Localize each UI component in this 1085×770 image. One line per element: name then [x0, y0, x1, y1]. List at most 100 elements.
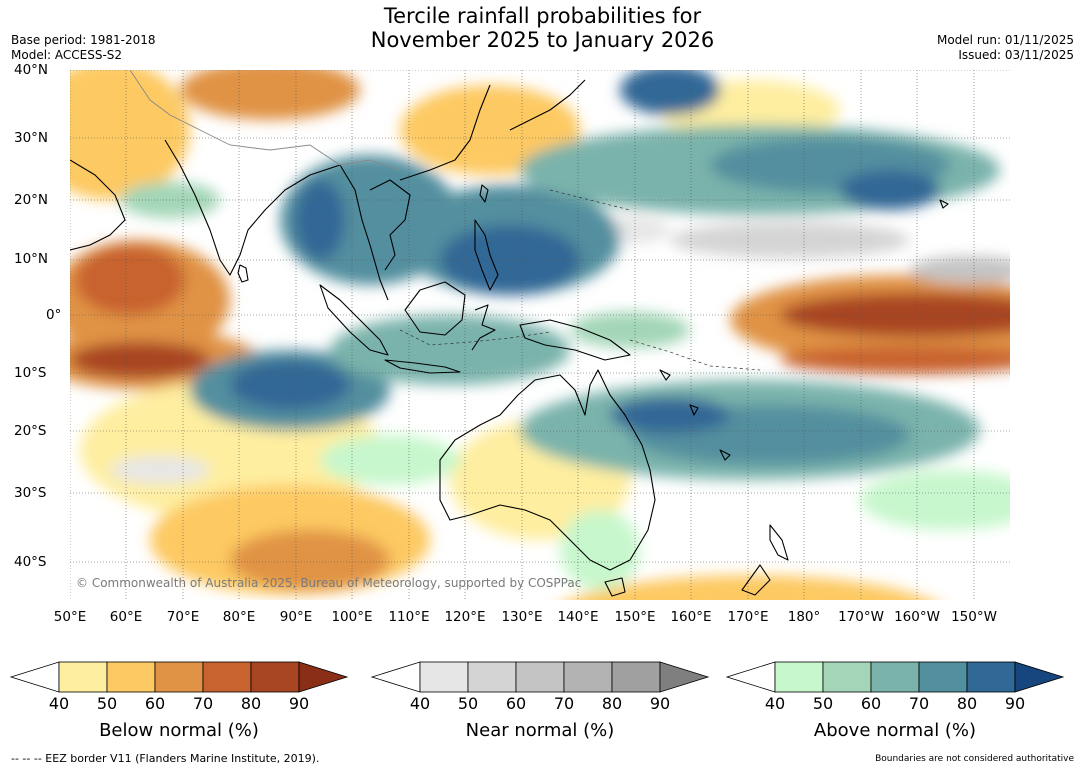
- lon-label-60e: 60°E: [109, 609, 143, 625]
- cb-below-title: Below normal (%): [99, 720, 259, 741]
- lat-label-20s: 20°S: [14, 423, 47, 439]
- lat-label-40n: 40°N: [14, 62, 49, 78]
- cb-above-tick-70: 70: [908, 694, 930, 713]
- colorbar-segment: [515, 661, 565, 693]
- colorbar-segment: [106, 661, 156, 693]
- cb-below-tick-80: 80: [240, 694, 262, 713]
- java-coast: [384, 359, 461, 374]
- colorbar-segment: [202, 661, 252, 693]
- arabia-coast: [70, 159, 126, 251]
- model-run-text: Model run: 01/11/2025: [936, 33, 1074, 47]
- borneo-coast: [404, 281, 466, 336]
- lon-label-150e: 150°E: [614, 609, 656, 625]
- tasmania-coast: [604, 577, 626, 597]
- new-guinea-coast: [519, 319, 631, 361]
- colorbar-segment: [611, 661, 661, 693]
- cb-near-title: Near normal (%): [465, 720, 615, 741]
- cb-below-tick-70: 70: [192, 694, 214, 713]
- indochina-coast: [339, 164, 411, 301]
- lon-label-170e: 170°E: [727, 609, 769, 625]
- cb-above-tick-90: 90: [1004, 694, 1026, 713]
- cb-below-tick-50: 50: [96, 694, 118, 713]
- cb-below-tick-90: 90: [288, 694, 310, 713]
- lon-label-70e: 70°E: [166, 609, 200, 625]
- colorbar-arrow-low: [725, 661, 776, 693]
- eez-borders: [399, 189, 761, 371]
- lon-label-180: 180°: [787, 609, 821, 625]
- map-svg: [70, 70, 1010, 600]
- lon-label-80e: 80°E: [222, 609, 256, 625]
- sri-lanka-coast: [237, 264, 249, 283]
- colorbar-segment: [966, 661, 1016, 693]
- lon-label-50e: 50°E: [53, 609, 87, 625]
- taiwan-coast: [479, 184, 489, 203]
- graticule: [70, 70, 1010, 600]
- colorbar-segment: [467, 661, 517, 693]
- colorbar-segment: [870, 661, 920, 693]
- colorbar-segment: [563, 661, 613, 693]
- cb-near-tick-70: 70: [553, 694, 575, 713]
- colorbar-segment: [822, 661, 872, 693]
- australia-coast: [439, 369, 656, 571]
- meta-right: Model run: 01/11/2025 Issued: 03/11/2025: [937, 33, 1074, 63]
- lat-label-10s: 10°S: [14, 365, 47, 381]
- india-coast: [164, 139, 341, 276]
- issued-text: Issued: 03/11/2025: [958, 48, 1074, 62]
- colorbar-segment: [419, 661, 469, 693]
- colorbar-arrow-low: [370, 661, 421, 693]
- china-coast: [399, 84, 491, 181]
- lon-label-100e: 100°E: [331, 609, 373, 625]
- colorbar-below-normal: [9, 661, 349, 693]
- cb-above-tick-60: 60: [860, 694, 882, 713]
- lon-label-120e: 120°E: [444, 609, 486, 625]
- colorbars-svg: [9, 661, 1065, 693]
- colorbar-segment: [250, 661, 300, 693]
- cb-above-tick-40: 40: [764, 694, 786, 713]
- colorbar-segment: [918, 661, 968, 693]
- pacific-islands: [659, 199, 949, 461]
- lat-label-30s: 30°S: [14, 485, 47, 501]
- colorbar-near-normal: [370, 661, 710, 693]
- new-zealand-coast: [741, 524, 789, 596]
- colorbar-above-normal: [725, 661, 1065, 693]
- model-text: Model: ACCESS-S2: [11, 48, 123, 62]
- cb-above-title: Above normal (%): [813, 720, 977, 741]
- colorbar-arrow-high: [298, 661, 349, 693]
- sulawesi-coast: [471, 304, 496, 351]
- cb-below-tick-40: 40: [48, 694, 70, 713]
- title-line-2: November 2025 to January 2026: [370, 28, 715, 52]
- colorbar-arrow-high: [659, 661, 710, 693]
- philippines-coast: [474, 219, 499, 291]
- lon-label-150w: 150°W: [951, 609, 997, 625]
- lat-label-20n: 20°N: [14, 192, 49, 208]
- eez-note: -- -- -- EEZ border V11 (Flanders Marine…: [11, 752, 320, 765]
- cb-above-tick-50: 50: [812, 694, 834, 713]
- boundary-note: Boundaries are not considered authoritat…: [875, 754, 1074, 764]
- japan-coast: [509, 79, 586, 131]
- cb-near-tick-40: 40: [409, 694, 431, 713]
- lat-label-40s: 40°S: [14, 554, 47, 570]
- lon-label-160w: 160°W: [894, 609, 940, 625]
- map-title: Tercile rainfall probabilities for Novem…: [0, 4, 1085, 52]
- colorbar-segment: [774, 661, 824, 693]
- cb-near-tick-50: 50: [457, 694, 479, 713]
- cb-above-tick-80: 80: [956, 694, 978, 713]
- sumatra-coast: [319, 284, 389, 356]
- lat-label-0: 0°: [46, 307, 62, 323]
- colorbar-arrow-low: [9, 661, 60, 693]
- cb-near-tick-60: 60: [505, 694, 527, 713]
- meta-left: Base period: 1981-2018 Model: ACCESS-S2: [11, 33, 156, 63]
- base-period-text: Base period: 1981-2018: [11, 33, 156, 47]
- lon-label-110e: 110°E: [388, 609, 430, 625]
- colorbar-arrow-high: [1014, 661, 1065, 693]
- title-line-1: Tercile rainfall probabilities for: [383, 4, 702, 28]
- copyright-text: © Commonwealth of Australia 2025, Bureau…: [76, 576, 582, 590]
- colorbar-segment: [58, 661, 108, 693]
- lon-label-170w: 170°W: [838, 609, 884, 625]
- probability-map: © Commonwealth of Australia 2025, Bureau…: [70, 70, 1010, 600]
- cb-near-tick-80: 80: [601, 694, 623, 713]
- lat-label-10n: 10°N: [14, 251, 49, 267]
- lon-label-140e: 140°E: [557, 609, 599, 625]
- lon-label-130e: 130°E: [501, 609, 543, 625]
- cb-near-tick-90: 90: [649, 694, 671, 713]
